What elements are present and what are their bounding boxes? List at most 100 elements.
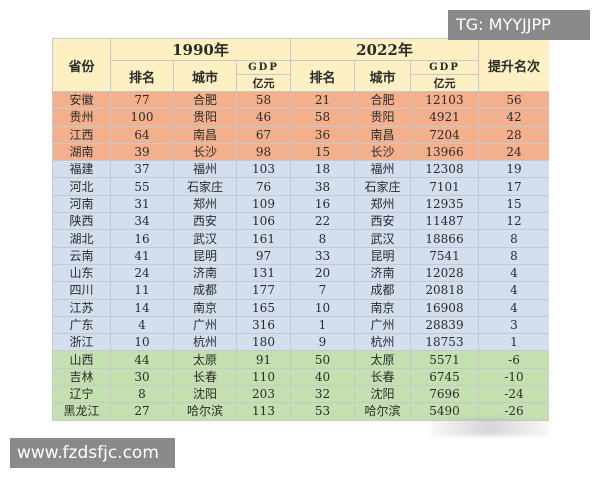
cell-rank-2022: 20 [290, 263, 355, 283]
cell-city-2022: 太原 [354, 350, 411, 369]
header-province: 省份 [52, 38, 111, 92]
cell-city-2022: 杭州 [354, 333, 411, 352]
cell-province: 贵州 [52, 108, 111, 127]
cell-city-1990: 郑州 [173, 194, 237, 214]
cell-rank-rise: 42 [478, 108, 549, 127]
cell-rank-1990: 4 [110, 315, 174, 335]
cell-gdp-1990: 106 [236, 212, 291, 231]
table-row: 山西 44 太原 91 50 太原 5571 -6 [52, 350, 549, 369]
blurred-overlay [430, 418, 548, 436]
cell-rank-rise: 12 [478, 212, 549, 231]
cell-gdp-1990: 113 [236, 402, 291, 421]
cell-rank-1990: 77 [110, 90, 174, 110]
cell-province: 四川 [52, 281, 111, 300]
cell-city-2022: 长沙 [354, 142, 411, 162]
cell-city-2022: 贵阳 [354, 108, 411, 127]
cell-city-2022: 南京 [354, 298, 411, 317]
header-city-2022: 城市 [354, 60, 411, 92]
cell-gdp-2022: 6745 [410, 367, 479, 387]
cell-rank-2022: 50 [290, 350, 355, 369]
cell-rank-2022: 21 [290, 90, 355, 110]
cell-city-2022: 昆明 [354, 246, 411, 265]
cell-rank-2022: 58 [290, 108, 355, 127]
table-row: 云南 41 昆明 97 33 昆明 7541 8 [52, 246, 549, 265]
table-row: 吉林 30 长春 110 40 长春 6745 -10 [52, 367, 549, 387]
cell-rank-2022: 33 [290, 246, 355, 265]
cell-gdp-2022: 12935 [410, 194, 479, 214]
cell-city-1990: 成都 [173, 281, 237, 300]
cell-city-1990: 西安 [173, 212, 237, 231]
table-header: 省份 1990年 2022年 提升名次 排名 城市 GDP 排名 城市 GDP … [52, 38, 549, 92]
cell-rank-rise: 8 [478, 246, 549, 265]
header-rank-1990: 排名 [110, 60, 174, 92]
cell-gdp-1990: 180 [236, 333, 291, 352]
cell-rank-1990: 16 [110, 229, 174, 248]
cell-rank-1990: 31 [110, 194, 174, 214]
header-rank-2022: 排名 [290, 60, 355, 92]
cell-rank-rise: 1 [478, 333, 549, 352]
cell-rank-2022: 40 [290, 367, 355, 387]
cell-gdp-1990: 165 [236, 298, 291, 317]
cell-rank-1990: 11 [110, 281, 174, 300]
table-row: 江西 64 南昌 67 36 南昌 7204 28 [52, 125, 549, 144]
cell-city-2022: 济南 [354, 263, 411, 283]
cell-rank-1990: 10 [110, 333, 174, 352]
cell-rank-1990: 37 [110, 160, 174, 179]
watermark-top-right: TG: MYYJJPP [448, 10, 590, 40]
table-row: 山东 24 济南 131 20 济南 12028 4 [52, 263, 549, 283]
cell-gdp-2022: 20818 [410, 281, 479, 300]
cell-gdp-2022: 7541 [410, 246, 479, 265]
cell-city-2022: 石家庄 [354, 177, 411, 196]
cell-city-2022: 西安 [354, 212, 411, 231]
cell-city-1990: 南昌 [173, 125, 237, 144]
cell-city-2022: 沈阳 [354, 385, 411, 404]
cell-city-1990: 长沙 [173, 142, 237, 162]
table-row: 四川 11 成都 177 7 成都 20818 4 [52, 281, 549, 300]
cell-gdp-1990: 67 [236, 125, 291, 144]
cell-gdp-2022: 5571 [410, 350, 479, 369]
table-row: 安徽 77 合肥 58 21 合肥 12103 56 [52, 90, 549, 110]
cell-gdp-2022: 18866 [410, 229, 479, 248]
gdp-ranking-table: 省份 1990年 2022年 提升名次 排名 城市 GDP 排名 城市 GDP … [52, 38, 549, 421]
cell-city-2022: 合肥 [354, 90, 411, 110]
cell-rank-1990: 100 [110, 108, 174, 127]
header-gdp-1990: GDP [236, 60, 291, 75]
cell-rank-rise: 4 [478, 263, 549, 283]
cell-rank-rise: 28 [478, 125, 549, 144]
cell-province: 山西 [52, 350, 111, 369]
cell-rank-rise: 24 [478, 142, 549, 162]
cell-gdp-1990: 203 [236, 385, 291, 404]
cell-province: 山东 [52, 263, 111, 283]
cell-city-1990: 昆明 [173, 246, 237, 265]
cell-city-2022: 福州 [354, 160, 411, 179]
table-row: 河北 55 石家庄 76 38 石家庄 7101 17 [52, 177, 549, 196]
cell-rank-rise: 15 [478, 194, 549, 214]
cell-rank-rise: 56 [478, 90, 549, 110]
cell-city-2022: 南昌 [354, 125, 411, 144]
cell-city-2022: 武汉 [354, 229, 411, 248]
header-gdp-unit-2022: 亿元 [410, 74, 479, 92]
table-row: 江苏 14 南京 165 10 南京 16908 4 [52, 298, 549, 317]
cell-gdp-1990: 97 [236, 246, 291, 265]
cell-province: 安徽 [52, 90, 111, 110]
watermark-bottom-left: www.fzdsfjc.com [10, 438, 175, 468]
cell-city-2022: 长春 [354, 367, 411, 387]
cell-gdp-1990: 316 [236, 315, 291, 335]
cell-rank-rise: 4 [478, 298, 549, 317]
cell-province: 云南 [52, 246, 111, 265]
cell-province: 黑龙江 [52, 402, 111, 421]
table-row: 湖南 39 长沙 98 15 长沙 13966 24 [52, 142, 549, 162]
cell-gdp-2022: 7204 [410, 125, 479, 144]
cell-province: 陕西 [52, 212, 111, 231]
cell-rank-2022: 32 [290, 385, 355, 404]
cell-province: 河北 [52, 177, 111, 196]
cell-gdp-2022: 12103 [410, 90, 479, 110]
cell-province: 福建 [52, 160, 111, 179]
cell-rank-2022: 15 [290, 142, 355, 162]
cell-city-1990: 南京 [173, 298, 237, 317]
cell-city-1990: 沈阳 [173, 385, 237, 404]
cell-rank-2022: 8 [290, 229, 355, 248]
cell-rank-2022: 22 [290, 212, 355, 231]
cell-province: 江苏 [52, 298, 111, 317]
cell-rank-2022: 16 [290, 194, 355, 214]
